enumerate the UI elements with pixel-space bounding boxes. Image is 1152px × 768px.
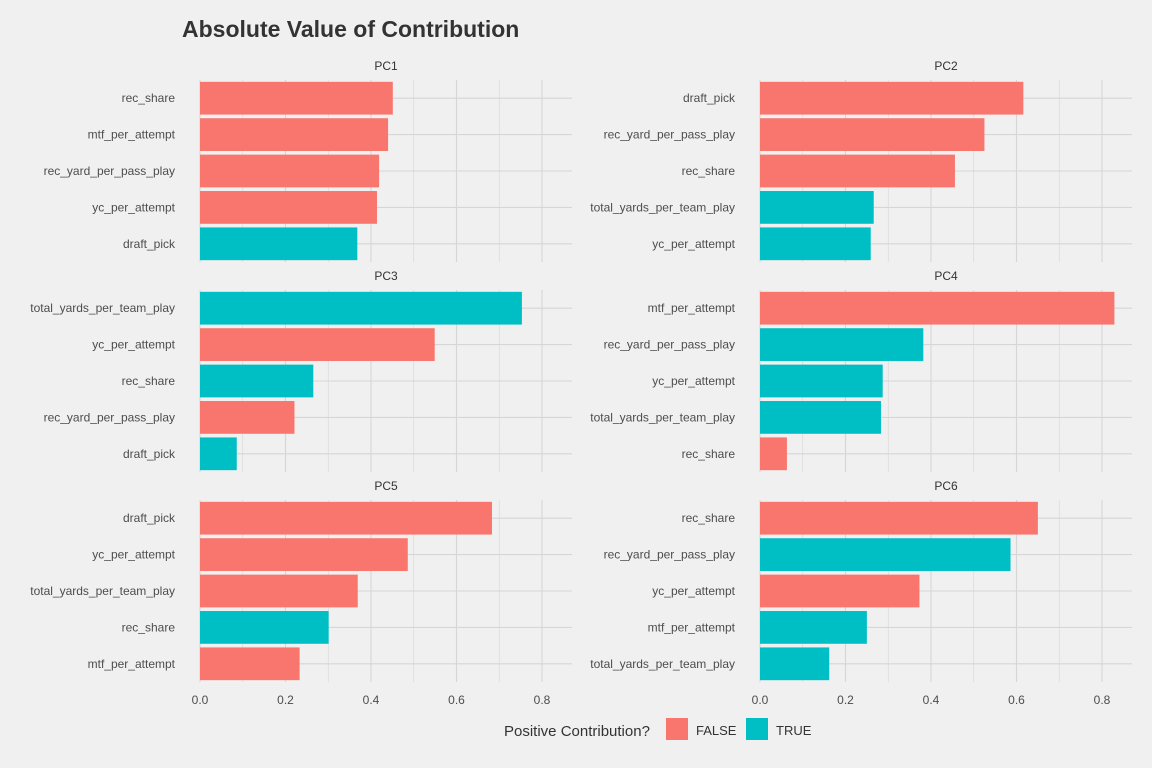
category-label: mtf_per_attempt [648, 301, 736, 315]
legend-label-false: FALSE [696, 723, 737, 738]
bar-pc4-total-yards-per-team-play [760, 401, 881, 434]
panel-pc5: PC5 draft_pick yc_per_attempt total_yards_p… [30, 479, 572, 707]
x-tick-label: 0.8 [534, 693, 551, 707]
category-label: total_yards_per_team_play [590, 200, 735, 214]
bar-pc5-mtf-per-attempt [200, 647, 300, 681]
panel-pc2: PC2 draft_pick rec_yard_per_pass_play rec_s… [590, 59, 1132, 262]
bar-pc6-rec-yard-per-pass-play [760, 538, 1011, 571]
x-tick-label: 0.0 [752, 693, 769, 707]
legend-title: Positive Contribution? [504, 723, 650, 740]
bar-pc1-mtf-per-attempt [200, 118, 389, 151]
chart-title: Absolute Value of Contribution [182, 16, 519, 42]
panel-strip-label: PC4 [934, 269, 958, 283]
bar-pc5-draft-pick [200, 501, 492, 535]
category-label: total_yards_per_team_play [590, 657, 735, 671]
bar-pc4-rec-yard-per-pass-play [760, 328, 924, 361]
bar-pc2-rec-yard-per-pass-play [760, 118, 985, 151]
bar-pc5-yc-per-attempt [200, 538, 408, 571]
legend-label-true: TRUE [776, 723, 812, 738]
bar-pc3-rec-share [200, 364, 314, 398]
bar-pc6-total-yards-per-team-play [760, 647, 830, 681]
bar-pc5-rec-share [200, 611, 329, 644]
category-label: yc_per_attempt [652, 374, 735, 388]
bar-pc1-rec-share [200, 81, 393, 115]
bar-pc3-total-yards-per-team-play [200, 291, 522, 325]
legend-swatch-true [746, 718, 768, 740]
legend-swatch-false [666, 718, 688, 740]
panel-strip-label: PC2 [934, 59, 958, 73]
category-label: rec_yard_per_pass_play [604, 548, 735, 562]
category-label: mtf_per_attempt [88, 128, 176, 142]
bar-pc4-rec-share [760, 437, 787, 471]
x-tick-label: 0.2 [277, 693, 294, 707]
category-label: draft_pick [123, 237, 176, 251]
bar-pc2-yc-per-attempt [760, 227, 871, 261]
category-label: rec_yard_per_pass_play [44, 410, 175, 424]
category-label: draft_pick [683, 91, 736, 105]
category-label: rec_yard_per_pass_play [44, 164, 175, 178]
legend: Positive Contribution? FALSE TRUE [504, 718, 812, 740]
category-label: rec_yard_per_pass_play [604, 338, 735, 352]
bar-pc6-rec-share [760, 501, 1038, 535]
category-label: total_yards_per_team_play [30, 584, 175, 598]
category-label: yc_per_attempt [652, 237, 735, 251]
category-label: mtf_per_attempt [648, 620, 736, 634]
panel-strip-label: PC5 [374, 479, 398, 493]
panel-strip-label: PC1 [374, 59, 398, 73]
category-label: yc_per_attempt [652, 584, 735, 598]
category-label: rec_share [122, 620, 176, 634]
category-label: total_yards_per_team_play [590, 410, 735, 424]
category-label: yc_per_attempt [92, 338, 175, 352]
panel-strip-label: PC6 [934, 479, 958, 493]
bar-pc4-yc-per-attempt [760, 364, 883, 398]
bar-pc4-mtf-per-attempt [760, 291, 1115, 325]
category-label: rec_yard_per_pass_play [604, 128, 735, 142]
bar-pc5-total-yards-per-team-play [200, 574, 358, 608]
bar-pc2-draft-pick [760, 81, 1024, 115]
panel-pc1: PC1 rec_share mtf_per_attempt rec_yard_per_… [44, 59, 572, 262]
x-tick-label: 0.0 [192, 693, 209, 707]
panel-pc3: PC3 total_yards_per_team_play yc_per_attem… [30, 269, 572, 472]
x-tick-label: 0.4 [923, 693, 940, 707]
bar-pc1-draft-pick [200, 227, 358, 261]
category-label: rec_share [682, 447, 736, 461]
bar-pc1-rec-yard-per-pass-play [200, 154, 380, 188]
category-label: rec_share [122, 91, 176, 105]
category-label: total_yards_per_team_play [30, 301, 175, 315]
bar-pc3-rec-yard-per-pass-play [200, 401, 295, 434]
category-label: rec_share [122, 374, 176, 388]
bar-pc6-mtf-per-attempt [760, 611, 867, 644]
x-tick-label: 0.6 [1008, 693, 1025, 707]
category-label: yc_per_attempt [92, 200, 175, 214]
bar-pc1-yc-per-attempt [200, 191, 377, 224]
category-label: yc_per_attempt [92, 548, 175, 562]
bar-pc2-rec-share [760, 154, 955, 188]
category-label: rec_share [682, 164, 736, 178]
x-tick-label: 0.4 [363, 693, 380, 707]
bar-pc6-yc-per-attempt [760, 574, 920, 608]
panel-strip-label: PC3 [374, 269, 398, 283]
panels: PC1 rec_share mtf_per_attempt rec_yard_per_… [30, 59, 1132, 707]
x-tick-label: 0.6 [448, 693, 465, 707]
category-label: rec_share [682, 511, 736, 525]
x-tick-label: 0.8 [1094, 693, 1111, 707]
panel-pc4: PC4 mtf_per_attempt rec_yard_per_pass_play… [590, 269, 1132, 472]
bar-pc2-total-yards-per-team-play [760, 191, 874, 224]
x-tick-label: 0.2 [837, 693, 854, 707]
bar-pc3-yc-per-attempt [200, 328, 435, 361]
category-label: draft_pick [123, 511, 176, 525]
bar-pc3-draft-pick [200, 437, 237, 471]
category-label: mtf_per_attempt [88, 657, 176, 671]
panel-pc6: PC6 rec_share rec_yard_per_pass_play yc_per… [590, 479, 1132, 707]
category-label: draft_pick [123, 447, 176, 461]
